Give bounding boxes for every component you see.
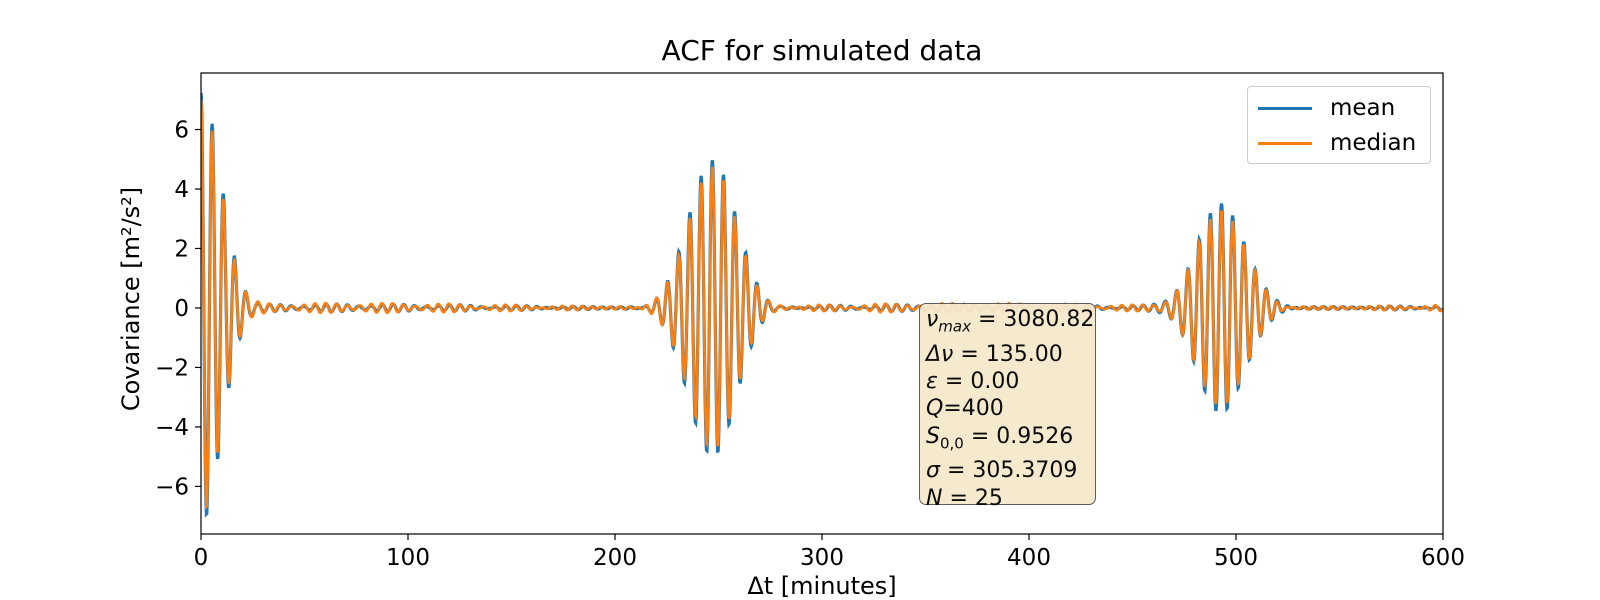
annotation-line: N = 25: [926, 485, 1003, 511]
legend-swatch-median: [1258, 141, 1312, 145]
annotation-line: Q=400: [926, 396, 1004, 422]
x-tick-label: 200: [593, 545, 637, 571]
x-tick-label: 500: [1214, 545, 1258, 571]
y-tick-label: 2: [174, 236, 189, 262]
y-axis-label: Covariance [m²/s²]: [117, 186, 145, 412]
annotation-line: νmax = 3080.82: [926, 307, 1095, 336]
x-tick-label: 0: [194, 545, 209, 571]
y-tick-label: 0: [174, 296, 189, 322]
y-tick-label: −6: [155, 474, 189, 500]
legend-swatch-mean: [1258, 106, 1312, 110]
x-tick-label: 400: [1007, 545, 1051, 571]
x-tick-label: 600: [1421, 545, 1465, 571]
chart-title: ACF for simulated data: [661, 34, 983, 67]
y-tick-label: −2: [155, 355, 189, 381]
annotation-line: ε = 0.00: [926, 368, 1020, 394]
annotation-line: σ = 305.3709: [926, 458, 1078, 484]
annotation-line: S0,0 = 0.9526: [926, 423, 1074, 452]
annotation-line: Δν = 135.00: [926, 341, 1063, 367]
x-axis-label: Δt [minutes]: [747, 572, 897, 600]
legend-item-median: median: [1258, 129, 1416, 157]
legend-label-mean: mean: [1330, 95, 1396, 121]
y-tick-label: 6: [174, 118, 189, 144]
x-tick-label: 100: [386, 545, 430, 571]
x-tick-label: 300: [800, 545, 844, 571]
legend-item-mean: mean: [1258, 94, 1395, 122]
legend: mean median: [1247, 86, 1431, 164]
series-line-median: [201, 100, 1443, 511]
parameter-annotation-box: νmax = 3080.82 Δν = 135.00 ε = 0.00 Q=400 S0…: [919, 303, 1096, 511]
y-tick-label: −4: [155, 415, 189, 441]
y-tick-label: 4: [174, 177, 189, 203]
legend-label-median: median: [1330, 130, 1417, 156]
